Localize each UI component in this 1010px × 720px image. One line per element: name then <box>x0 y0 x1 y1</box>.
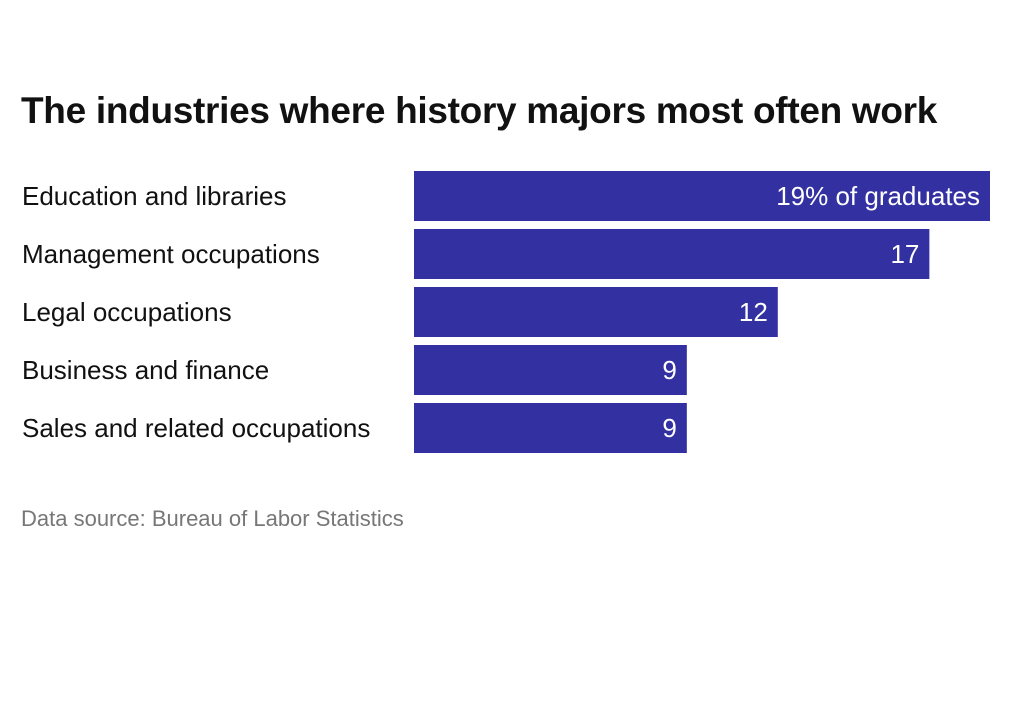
bar <box>414 287 778 337</box>
category-label: Management occupations <box>22 239 320 269</box>
category-label: Business and finance <box>22 355 269 385</box>
category-label: Education and libraries <box>22 181 287 211</box>
bar <box>414 171 990 221</box>
bar-value-label: 12 <box>739 297 768 327</box>
bar-value-label: 19% of graduates <box>776 181 980 211</box>
bar <box>414 345 687 395</box>
bar-chart: Education and libraries 19% of graduates M… <box>22 171 990 453</box>
data-source-note: Data source: Bureau of Labor Statistics <box>21 506 404 531</box>
category-label: Sales and related occupations <box>22 413 370 443</box>
bar-value-label: 9 <box>662 355 676 385</box>
bar <box>414 229 930 279</box>
bar-value-label: 9 <box>662 413 676 443</box>
chart-title: The industries where history majors most… <box>21 90 938 131</box>
bar <box>414 403 687 453</box>
bar-value-label: 17 <box>890 239 919 269</box>
category-label: Legal occupations <box>22 297 232 327</box>
